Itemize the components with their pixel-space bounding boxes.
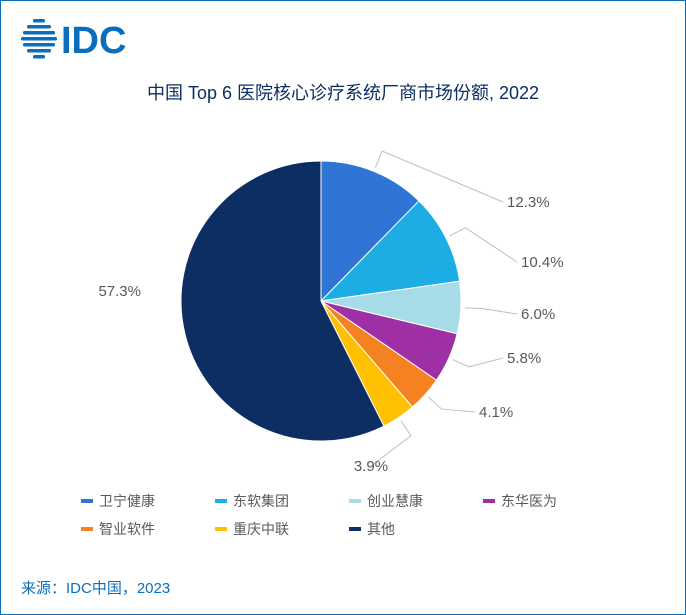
legend-label: 创业慧康 — [367, 491, 423, 511]
legend-item: 智业软件 — [81, 519, 215, 539]
legend-marker — [215, 499, 227, 503]
idc-logo: IDC — [21, 15, 141, 61]
legend-label: 智业软件 — [99, 519, 155, 539]
legend-label: 重庆中联 — [233, 519, 289, 539]
chart-frame: IDC 中国 Top 6 医院核心诊疗系统厂商市场份额, 2022 12.3%1… — [0, 0, 686, 615]
leader-line — [465, 308, 517, 314]
legend-item: 其他 — [349, 519, 483, 539]
pie-label: 57.3% — [98, 283, 141, 300]
pie-chart: 12.3% 10.4% 6.0% 5.8% 4.1% 3.9% 57.3% — [1, 121, 686, 481]
legend-item: 东华医为 — [483, 491, 617, 511]
legend: 卫宁健康 东软集团 创业慧康 东华医为智业软件 重庆中联 其他 — [81, 491, 621, 539]
logo-text: IDC — [61, 20, 126, 61]
chart-title: 中国 Top 6 医院核心诊疗系统厂商市场份额, 2022 — [1, 79, 685, 105]
legend-item: 东软集团 — [215, 491, 349, 511]
leader-line — [428, 397, 475, 412]
legend-label: 其他 — [367, 519, 395, 539]
leader-line — [453, 358, 503, 367]
legend-label: 卫宁健康 — [99, 491, 155, 511]
legend-marker — [81, 527, 93, 531]
pie-label: 6.0% — [521, 306, 555, 323]
legend-label: 东华医为 — [501, 491, 557, 511]
pie-label: 10.4% — [521, 254, 564, 271]
pie-label: 5.8% — [507, 350, 541, 367]
legend-marker — [349, 499, 361, 503]
leader-line — [449, 228, 517, 262]
legend-marker — [215, 527, 227, 531]
legend-item: 重庆中联 — [215, 519, 349, 539]
pie-label: 12.3% — [507, 194, 550, 211]
legend-label: 东软集团 — [233, 491, 289, 511]
legend-item: 卫宁健康 — [81, 491, 215, 511]
source-text: 来源：IDC中国，2023 — [21, 577, 170, 598]
legend-marker — [483, 499, 495, 503]
pie-label: 4.1% — [479, 404, 513, 421]
legend-item: 创业慧康 — [349, 491, 483, 511]
legend-marker — [349, 527, 361, 531]
pie-label: 3.9% — [354, 458, 388, 475]
legend-marker — [81, 499, 93, 503]
